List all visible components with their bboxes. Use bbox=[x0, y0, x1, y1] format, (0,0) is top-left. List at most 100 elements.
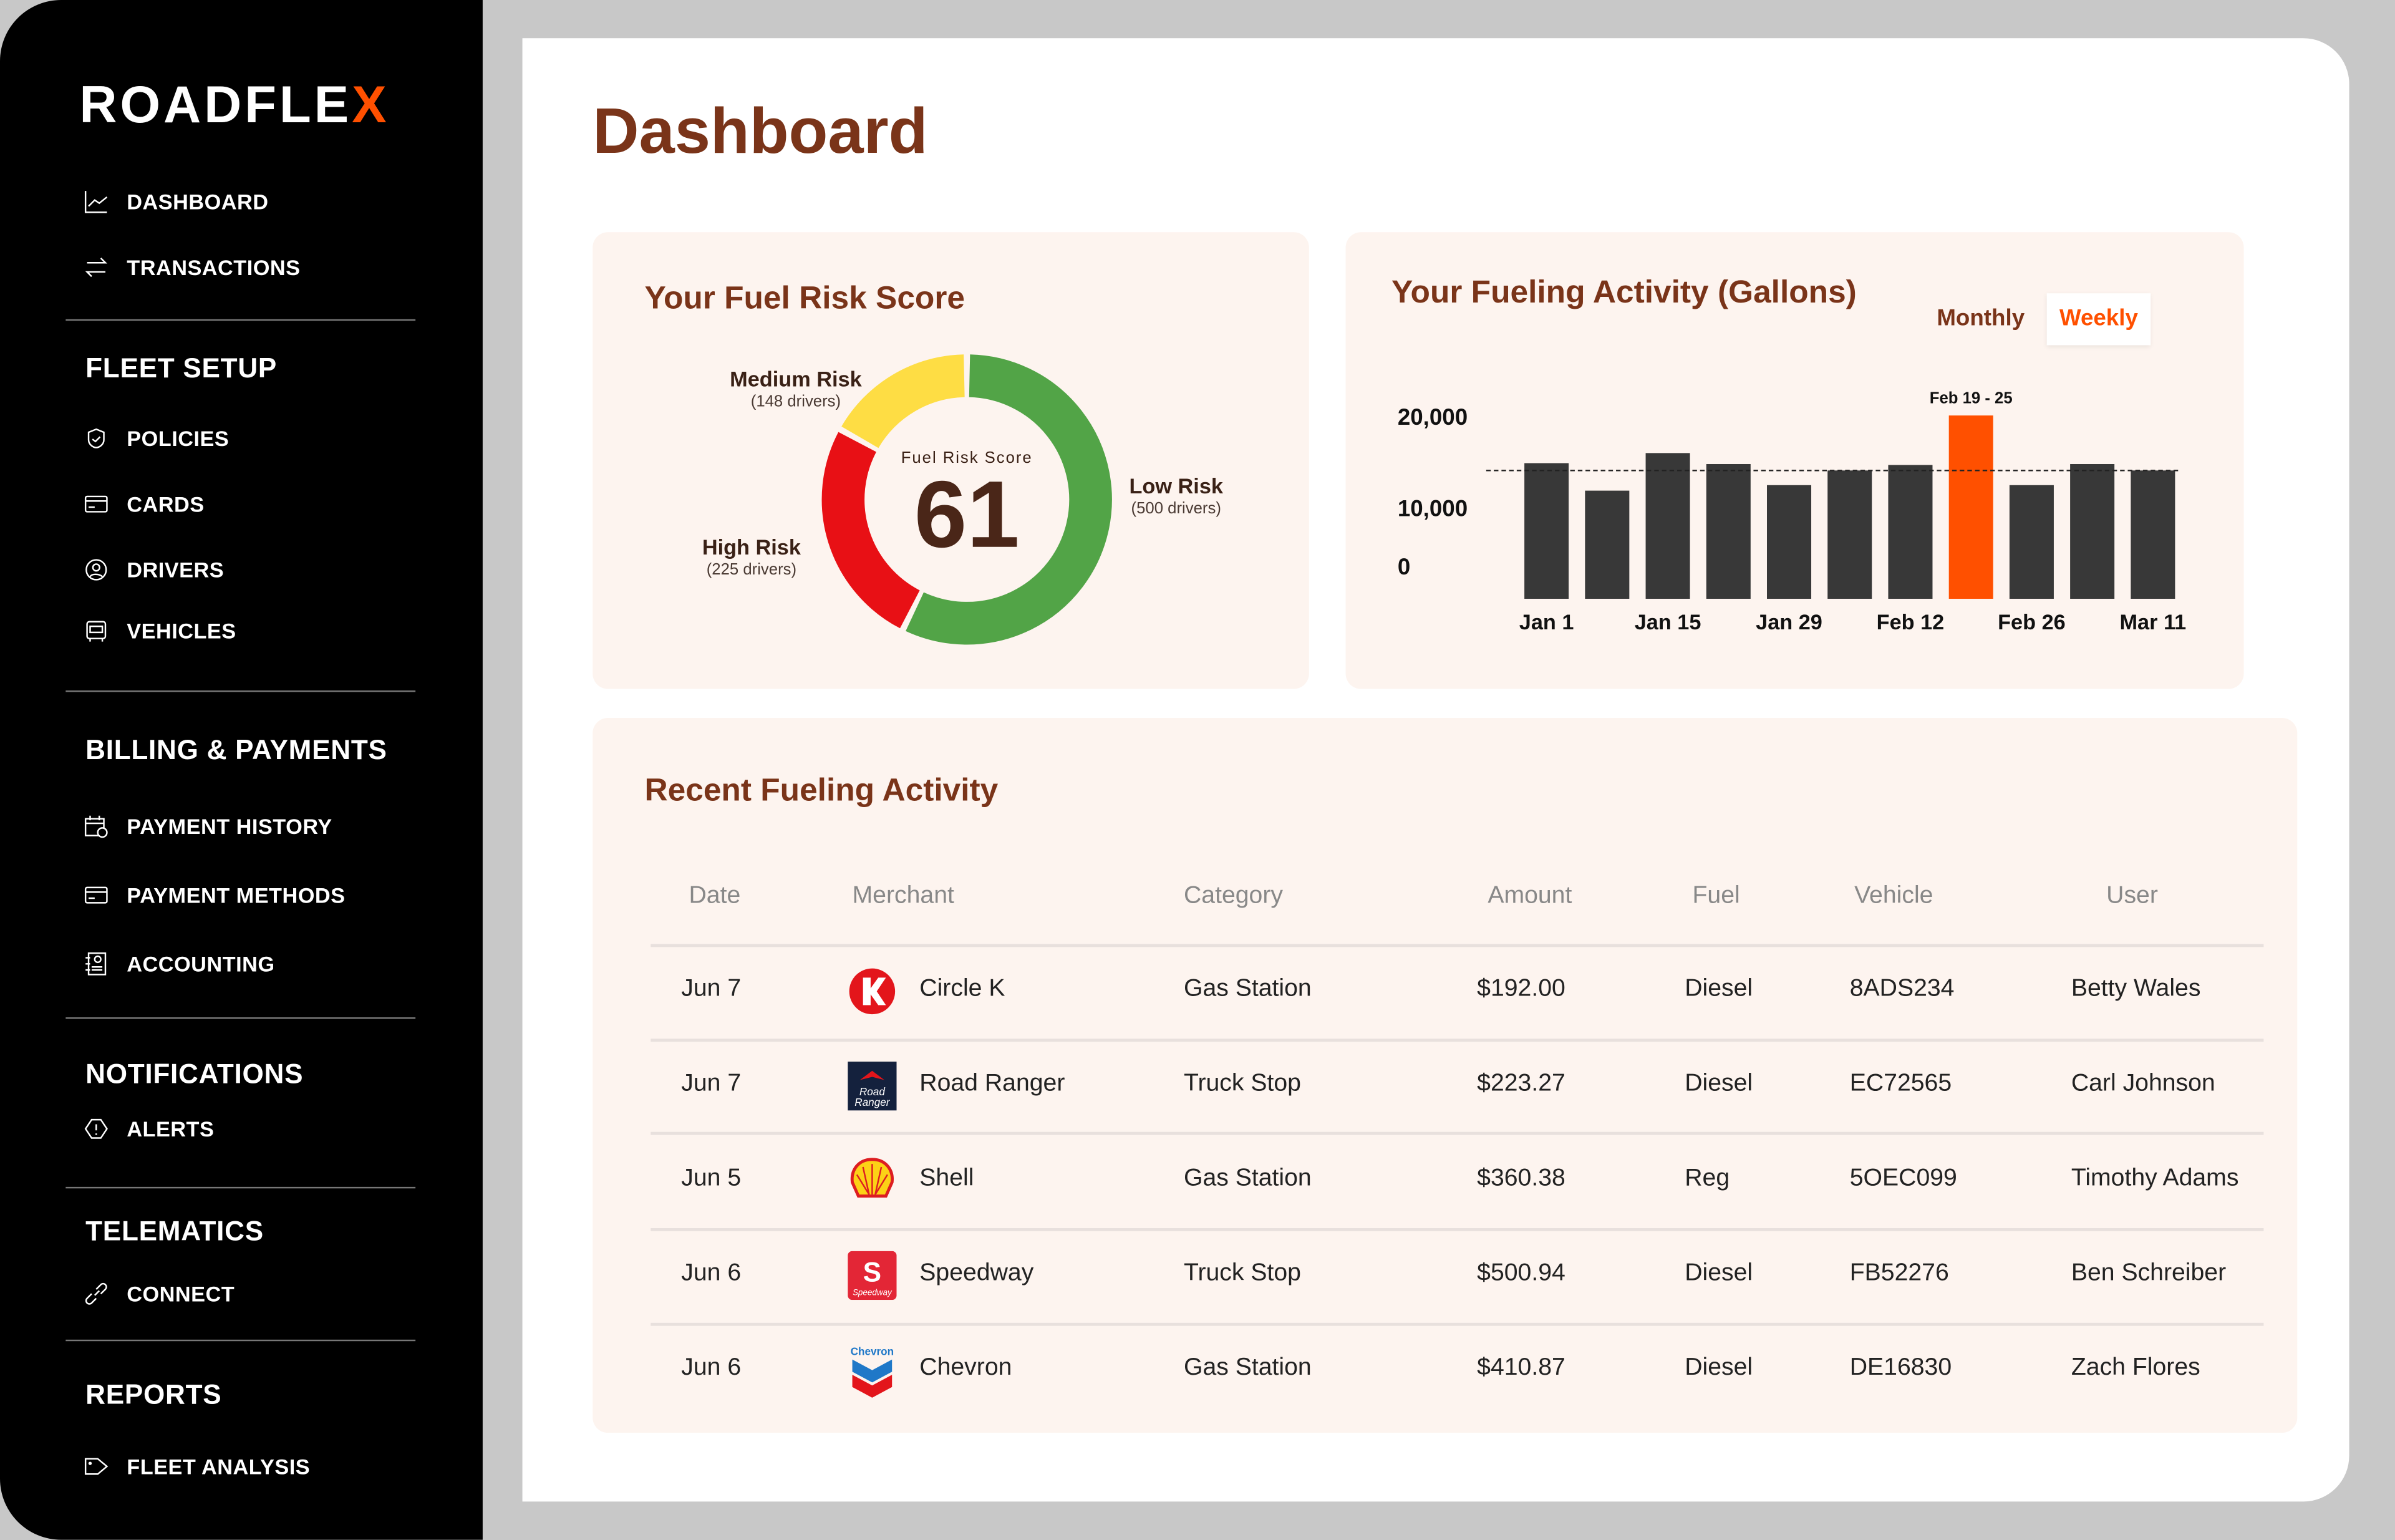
sidebar-item-label: POLICIES bbox=[127, 426, 230, 451]
cell-user: Timothy Adams bbox=[2071, 1165, 2239, 1192]
row-divider bbox=[651, 1322, 2264, 1326]
link-icon bbox=[85, 1282, 107, 1305]
highlight-bar-label: Feb 19 - 25 bbox=[1930, 390, 2013, 407]
cell-user: Zach Flores bbox=[2071, 1355, 2200, 1381]
sidebar-item-fleet-analysis[interactable]: FLEET ANALYSIS bbox=[84, 1451, 310, 1482]
sidebar-item-dashboard[interactable]: DASHBOARD bbox=[84, 186, 269, 217]
medium-risk-label: Medium Risk (148 drivers) bbox=[730, 366, 862, 411]
sidebar-divider bbox=[65, 1339, 416, 1342]
x-tick-label: Jan 1 bbox=[1519, 611, 1574, 634]
sidebar-item-alerts[interactable]: ALERTS bbox=[84, 1113, 215, 1144]
bar[interactable] bbox=[1524, 463, 1569, 599]
cell-merchant: Chevron bbox=[919, 1355, 1012, 1381]
cell-amount: $500.94 bbox=[1477, 1260, 1565, 1287]
cell-vehicle: FB52276 bbox=[1849, 1260, 1949, 1287]
cell-fuel: Diesel bbox=[1685, 1355, 1753, 1381]
card-title: Your Fueling Activity (Gallons) bbox=[1391, 274, 1857, 311]
line-chart-icon bbox=[84, 191, 108, 213]
cell-user: Carl Johnson bbox=[2071, 1070, 2215, 1097]
cell-merchant: Road Ranger bbox=[919, 1070, 1065, 1097]
cell-merchant: Speedway bbox=[919, 1260, 1034, 1287]
cell-fuel: Diesel bbox=[1685, 1070, 1753, 1097]
cell-date: Jun 7 bbox=[681, 1070, 742, 1097]
cell-amount: $360.38 bbox=[1477, 1165, 1565, 1192]
column-header-category[interactable]: Category bbox=[1183, 883, 1283, 909]
bar[interactable] bbox=[1767, 485, 1812, 599]
cell-date: Jun 6 bbox=[681, 1260, 742, 1287]
cell-category: Gas Station bbox=[1183, 1165, 1312, 1192]
cell-vehicle: 8ADS234 bbox=[1849, 976, 1955, 1002]
cell-merchant: Circle K bbox=[919, 976, 1005, 1002]
bar[interactable] bbox=[1948, 415, 1993, 599]
sidebar-item-drivers[interactable]: DRIVERS bbox=[84, 554, 224, 585]
sidebar-item-label: PAYMENT METHODS bbox=[127, 883, 346, 908]
bar[interactable] bbox=[2009, 485, 2054, 599]
sidebar-item-accounting[interactable]: ACCOUNTING bbox=[84, 949, 275, 979]
fueling-activity-card: Your Fueling Activity (Gallons) Monthly … bbox=[1345, 232, 2244, 689]
sidebar-item-payment-history[interactable]: PAYMENT HISTORY bbox=[84, 811, 332, 841]
column-header-date[interactable]: Date bbox=[689, 883, 741, 909]
cell-vehicle: EC72565 bbox=[1849, 1070, 1952, 1097]
section-billing-payments: BILLING & PAYMENTS bbox=[85, 734, 387, 765]
sidebar-item-label: ALERTS bbox=[127, 1116, 215, 1141]
sidebar-item-label: DASHBOARD bbox=[127, 189, 269, 214]
cell-user: Betty Wales bbox=[2071, 976, 2201, 1002]
sidebar-divider bbox=[65, 1017, 416, 1019]
cell-merchant: Shell bbox=[919, 1165, 974, 1192]
sidebar-item-connect[interactable]: CONNECT bbox=[84, 1279, 235, 1309]
cell-vehicle: 5OEC099 bbox=[1849, 1165, 1957, 1192]
cell-category: Truck Stop bbox=[1183, 1070, 1301, 1097]
bar[interactable] bbox=[1888, 465, 1933, 599]
risk-gauge bbox=[821, 354, 1112, 645]
sidebar: ROADFLEX DASHBOARD TRANSACTIONS FLEET SE… bbox=[0, 0, 483, 1540]
bar[interactable] bbox=[2070, 464, 2115, 599]
logo-text: ROADFLE bbox=[79, 76, 352, 135]
toggle-monthly[interactable]: Monthly bbox=[1937, 305, 2025, 332]
x-tick-label: Feb 26 bbox=[1998, 611, 2066, 634]
shield-check-icon bbox=[87, 428, 105, 448]
svg-text:S: S bbox=[863, 1257, 881, 1288]
calendar-clock-icon bbox=[84, 815, 108, 838]
road-ranger-logo: Road Ranger bbox=[848, 1062, 897, 1111]
sidebar-divider bbox=[65, 1186, 416, 1189]
column-header-merchant[interactable]: Merchant bbox=[852, 883, 954, 909]
column-header-fuel[interactable]: Fuel bbox=[1692, 883, 1740, 909]
column-header-user[interactable]: User bbox=[2106, 883, 2158, 909]
sidebar-item-label: VEHICLES bbox=[127, 618, 236, 644]
gauge-segment-medium-risk bbox=[841, 354, 965, 448]
alert-icon bbox=[84, 1118, 108, 1139]
bar[interactable] bbox=[1585, 490, 1630, 599]
bar[interactable] bbox=[1827, 470, 1872, 599]
sidebar-item-transactions[interactable]: TRANSACTIONS bbox=[84, 252, 301, 283]
high-risk-label: High Risk (225 drivers) bbox=[702, 535, 801, 579]
arrows-swap-icon bbox=[85, 258, 107, 278]
bar[interactable] bbox=[1706, 464, 1751, 599]
svg-text:Road: Road bbox=[859, 1085, 885, 1098]
low-risk-label: Low Risk (500 drivers) bbox=[1129, 473, 1223, 518]
bar[interactable] bbox=[1645, 453, 1690, 599]
vehicle-icon bbox=[86, 621, 107, 642]
sidebar-item-payment-methods[interactable]: PAYMENT METHODS bbox=[84, 880, 346, 911]
bar[interactable] bbox=[2131, 470, 2175, 599]
speedway-logo: S Speedway bbox=[848, 1251, 897, 1300]
card-title: Your Fuel Risk Score bbox=[644, 281, 965, 316]
cell-date: Jun 7 bbox=[681, 976, 742, 1002]
page-title: Dashboard bbox=[593, 94, 928, 167]
shell-logo bbox=[848, 1156, 896, 1205]
roadflex-logo[interactable]: ROADFLEX bbox=[79, 76, 389, 136]
cell-fuel: Diesel bbox=[1685, 1260, 1753, 1287]
cell-amount: $192.00 bbox=[1477, 976, 1565, 1002]
column-header-amount[interactable]: Amount bbox=[1488, 883, 1572, 909]
cell-amount: $410.87 bbox=[1477, 1355, 1565, 1381]
credit-card-icon bbox=[84, 886, 108, 904]
sidebar-item-policies[interactable]: POLICIES bbox=[84, 423, 230, 453]
sidebar-item-label: TRANSACTIONS bbox=[127, 254, 301, 280]
toggle-weekly[interactable]: Weekly bbox=[2046, 293, 2151, 346]
x-tick-label: Jan 15 bbox=[1635, 611, 1701, 634]
sidebar-item-vehicles[interactable]: VEHICLES bbox=[84, 616, 236, 646]
ledger-icon bbox=[85, 952, 107, 976]
column-header-vehicle[interactable]: Vehicle bbox=[1854, 883, 1933, 909]
y-tick-label: 0 bbox=[1398, 554, 1410, 579]
sidebar-item-cards[interactable]: CARDS bbox=[84, 489, 205, 520]
